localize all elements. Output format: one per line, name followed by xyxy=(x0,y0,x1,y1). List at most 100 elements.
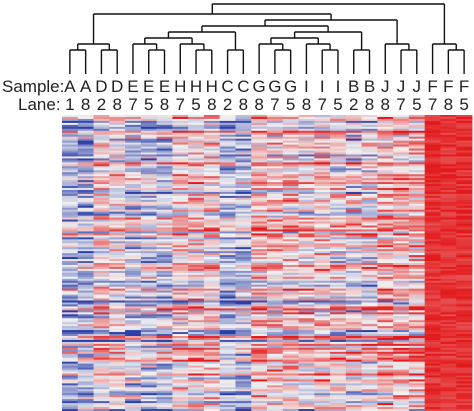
heatmap-cell xyxy=(172,255,189,258)
heatmap-cell xyxy=(424,257,441,260)
heatmap-cell xyxy=(345,292,363,295)
heatmap-cell xyxy=(219,373,236,376)
heatmap-cell xyxy=(188,365,205,368)
heatmap-cell xyxy=(345,328,363,331)
heatmap-cell xyxy=(345,397,363,400)
heatmap-cell xyxy=(456,142,473,145)
heatmap-cell xyxy=(298,144,315,147)
heatmap-cell xyxy=(203,371,221,374)
heatmap-cell xyxy=(330,381,347,384)
heatmap-cell xyxy=(156,401,173,404)
sample-label: C xyxy=(221,77,233,96)
heatmap-cell xyxy=(377,247,394,250)
heatmap-cell xyxy=(267,322,284,325)
heatmap-cell xyxy=(267,128,284,132)
heatmap-cell xyxy=(330,306,347,309)
heatmap-cell xyxy=(298,332,315,335)
heatmap-cell xyxy=(393,152,410,155)
heatmap-cell xyxy=(156,328,173,331)
heatmap-cell xyxy=(314,241,331,244)
heatmap-cell xyxy=(298,369,315,372)
sample-label: F xyxy=(443,77,453,96)
heatmap-cell xyxy=(456,409,473,411)
heatmap-cell xyxy=(251,395,268,398)
heatmap-cell xyxy=(361,233,378,236)
heatmap-cell xyxy=(109,217,126,220)
heatmap-cell xyxy=(408,233,426,236)
heatmap-cell xyxy=(456,407,473,410)
heatmap-cell xyxy=(298,326,315,329)
heatmap-cell xyxy=(424,184,441,187)
heatmap-cell xyxy=(125,391,142,394)
heatmap-cell xyxy=(125,264,142,268)
heatmap-cell xyxy=(125,377,142,380)
heatmap-cell xyxy=(314,221,331,224)
heatmap-cell xyxy=(203,300,221,303)
heatmap-cell xyxy=(393,146,410,149)
heatmap-cell xyxy=(267,367,284,370)
heatmap-cell xyxy=(440,219,457,222)
heatmap-cell xyxy=(298,341,315,345)
heatmap-cell xyxy=(267,355,284,359)
heatmap-cell xyxy=(345,233,363,236)
heatmap-cell xyxy=(377,373,394,376)
heatmap-cell xyxy=(251,393,268,396)
heatmap-cell xyxy=(440,209,457,213)
heatmap-cell xyxy=(361,393,378,396)
heatmap-cell xyxy=(361,168,378,171)
heatmap-cell xyxy=(361,115,378,118)
sample-label: J xyxy=(397,77,406,96)
heatmap-cell xyxy=(125,379,142,382)
heatmap-cell xyxy=(345,351,363,355)
heatmap-cell xyxy=(77,199,94,203)
heatmap-cell xyxy=(188,375,205,378)
heatmap-cell xyxy=(345,318,363,321)
heatmap-cell xyxy=(219,280,236,284)
heatmap-cell xyxy=(267,195,284,199)
heatmap-cell xyxy=(156,199,173,203)
heatmap-cell xyxy=(140,343,158,347)
heatmap-cell xyxy=(361,322,378,325)
heatmap-cell xyxy=(62,405,79,408)
heatmap-cell xyxy=(424,397,441,400)
heatmap-cell xyxy=(314,213,331,217)
heatmap-cell xyxy=(62,266,79,270)
heatmap-cell xyxy=(188,209,205,213)
heatmap-cell xyxy=(140,312,158,315)
heatmap-cell xyxy=(188,339,205,343)
heatmap-cell xyxy=(219,381,236,384)
heatmap-cell xyxy=(408,310,426,313)
heatmap-cell xyxy=(298,231,315,234)
heatmap-cell xyxy=(140,363,158,367)
heatmap-cell xyxy=(345,264,363,268)
heatmap-cell xyxy=(440,385,457,388)
heatmap-cell xyxy=(172,142,189,145)
heatmap-cell xyxy=(282,174,299,177)
heatmap-cell xyxy=(125,357,142,361)
heatmap-cell xyxy=(408,205,426,209)
heatmap-cell xyxy=(314,306,331,309)
heatmap-cell xyxy=(77,231,94,234)
heatmap-cell xyxy=(298,188,315,191)
heatmap-cell xyxy=(188,126,205,130)
heatmap-cell xyxy=(282,385,299,388)
heatmap-cell xyxy=(408,343,426,347)
heatmap-cell xyxy=(345,401,363,404)
heatmap-cell xyxy=(456,115,473,118)
heatmap-cell xyxy=(424,387,441,390)
heatmap-cell xyxy=(393,241,410,244)
heatmap-cell xyxy=(140,371,158,374)
heatmap-cell xyxy=(456,122,473,126)
heatmap-cell xyxy=(62,300,79,303)
heatmap-cell xyxy=(251,201,268,205)
heatmap-cell xyxy=(440,126,457,130)
heatmap-cell xyxy=(235,361,252,365)
heatmap-cell xyxy=(330,116,347,120)
heatmap-cell xyxy=(345,251,363,254)
heatmap-cell xyxy=(330,128,347,132)
heatmap-cell xyxy=(93,245,110,248)
heatmap-cell xyxy=(203,272,221,276)
heatmap-cell xyxy=(361,217,378,220)
heatmap-cell xyxy=(172,369,189,372)
heatmap-cell xyxy=(203,306,221,309)
